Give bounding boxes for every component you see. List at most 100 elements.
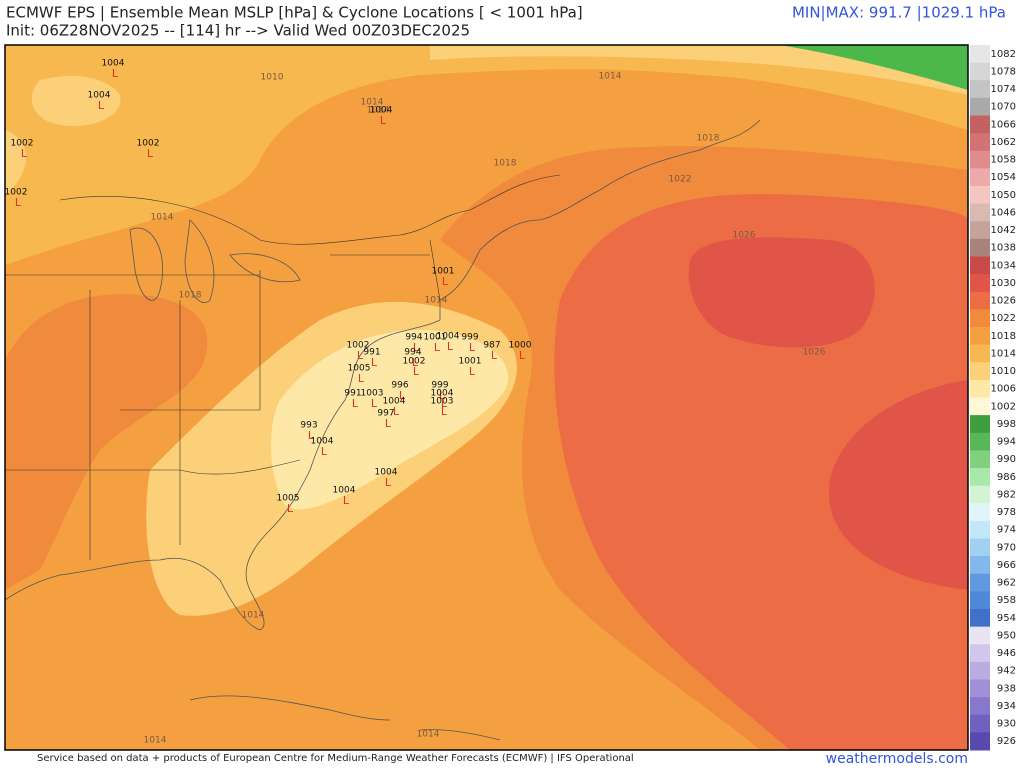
cyclone-pressure: 997	[377, 409, 394, 419]
isobar-label: 1026	[733, 231, 756, 241]
cyclone-symbol: L	[112, 67, 119, 80]
colorbar-label: 1070	[991, 102, 1016, 113]
cyclone-pressure: 1004	[88, 91, 111, 101]
cyclone-pressure: 1004	[431, 389, 454, 399]
isobar-label: 1014	[425, 296, 448, 306]
colorbar: 1082 1078 1074 1070 1066 1062 1058 1054 1050 1046…	[970, 45, 1016, 751]
colorbar-label: 970	[997, 542, 1016, 553]
cyclone-symbol: L	[385, 476, 392, 489]
colorbar-label: 1050	[991, 190, 1016, 201]
cyclone-symbol: L	[371, 397, 378, 410]
isobar-label: 1014	[144, 736, 167, 746]
cyclone-pressure: 999	[431, 381, 448, 391]
cyclone-pressure: 1004	[383, 397, 406, 407]
cyclone-symbol: L	[439, 389, 446, 402]
field-1026	[828, 380, 968, 590]
cyclone-pressure: 994	[405, 333, 422, 343]
colorbar-label: 1026	[991, 296, 1016, 307]
colorbar-swatch	[970, 309, 990, 328]
cyclone-pressure: 1004	[102, 59, 125, 69]
cyclone-pressure: 1004	[370, 106, 393, 116]
isobar-label: 1022	[669, 175, 692, 185]
cyclone-symbol: L	[147, 147, 154, 160]
colorbar-label: 1042	[991, 225, 1016, 236]
field-998	[780, 45, 968, 90]
colorbar-swatch	[970, 397, 990, 416]
isobar-label: 1014	[417, 730, 440, 740]
colorbar-label: 1038	[991, 243, 1016, 254]
title: ECMWF EPS | Ensemble Mean MSLP [hPa] & C…	[6, 4, 583, 22]
colorbar-label: 1058	[991, 155, 1016, 166]
colorbar-label: 978	[997, 507, 1016, 518]
colorbar-label: 1078	[991, 66, 1016, 77]
cyclone-symbol: L	[98, 99, 105, 112]
isobar-label: 1014	[242, 611, 265, 621]
cyclone-pressure: 996	[391, 381, 408, 391]
cyclone-pressure: 1002	[137, 139, 160, 149]
cyclone-pressure: 991	[344, 389, 361, 399]
colorbar-swatch	[970, 415, 990, 434]
colorbar-label: 1066	[991, 119, 1016, 130]
map: 1010 1014 1014 1014 1018 1018 1018 1022 …	[4, 44, 969, 751]
cyclone-pressure: 1004	[311, 437, 334, 447]
colorbar-swatch	[970, 203, 990, 222]
min-max: MIN|MAX: 991.7 |1029.1 hPa	[792, 4, 1006, 22]
cyclone-pressure: 987	[483, 341, 500, 351]
colorbar-swatch	[970, 274, 990, 293]
isobar-label: 1018	[494, 159, 517, 169]
cyclone-pressure: 1001	[424, 333, 447, 343]
cyclone-symbol: L	[469, 341, 476, 354]
cyclone-pressure: 1001	[459, 357, 482, 367]
cyclone-pressure: 1005	[348, 364, 371, 374]
colorbar-label: 930	[997, 719, 1016, 730]
colorbar-swatch	[970, 714, 990, 733]
cyclone-symbol: L	[343, 494, 350, 507]
field-1026	[688, 237, 875, 348]
field-1022	[554, 193, 968, 750]
cyclone-pressure: 1001	[432, 267, 455, 277]
cyclone-symbol: L	[321, 445, 328, 458]
cyclone-pressure: 1003	[361, 389, 384, 399]
cyclone-symbol: L	[21, 147, 28, 160]
colorbar-label: 1006	[991, 384, 1016, 395]
map-frame	[4, 44, 969, 751]
footer-credit: Service based on data + products of Euro…	[37, 753, 634, 764]
colorbar-swatch	[970, 150, 990, 169]
field-1018-west	[5, 294, 208, 590]
field-1006	[270, 330, 509, 510]
colorbar-label: 966	[997, 560, 1016, 571]
colorbar-swatch	[970, 362, 990, 381]
cyclone-markers: 1004L1004L1002L1002L1002L1004L1001L1002L…	[5, 59, 532, 516]
cyclone-symbol: L	[442, 275, 449, 288]
coastline	[5, 469, 311, 631]
colorbar-label: 1054	[991, 172, 1016, 183]
colorbar-label: 934	[997, 701, 1016, 712]
colorbar-swatch	[970, 485, 990, 504]
colorbar-swatch	[970, 661, 990, 680]
cyclone-symbol: L	[371, 356, 378, 369]
cyclone-symbol: L	[413, 341, 420, 354]
colorbar-label: 1014	[991, 348, 1016, 359]
colorbar-swatch	[970, 697, 990, 716]
cyclone-symbol: L	[352, 397, 359, 410]
cyclone-symbol: L	[447, 340, 454, 353]
colorbar-swatch	[970, 238, 990, 257]
colorbar-label: 974	[997, 525, 1016, 536]
colorbar-label: 1074	[991, 84, 1016, 95]
cyclone-pressure: 991	[363, 348, 380, 358]
cyclone-symbol: L	[357, 349, 364, 362]
colorbar-swatch	[970, 115, 990, 134]
footer-site[interactable]: weathermodels.com	[826, 751, 968, 767]
colorbar-swatch	[970, 291, 990, 310]
cyclone-pressure: 1002	[11, 139, 34, 149]
colorbar-label: 998	[997, 419, 1016, 430]
colorbar-label: 1030	[991, 278, 1016, 289]
cyclone-pressure: 999	[461, 333, 478, 343]
colorbar-label: 1082	[991, 49, 1016, 60]
cyclone-symbol: L	[434, 341, 441, 354]
colorbar-label: 926	[997, 736, 1016, 747]
colorbar-label: 946	[997, 648, 1016, 659]
field-1010	[31, 75, 121, 126]
cyclone-symbol: L	[441, 397, 448, 410]
